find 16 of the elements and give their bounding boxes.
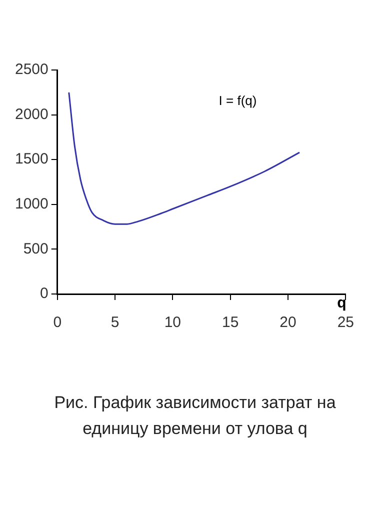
y-tick-label: 0 — [40, 285, 48, 302]
x-tick-label: 15 — [222, 314, 239, 332]
line-series — [68, 92, 300, 225]
y-tick-label: 2500 — [14, 61, 48, 78]
annotation: I = f(q) — [218, 92, 257, 108]
x-tick-label: 10 — [164, 314, 182, 332]
text: Рис. График зависимости затрат на единицу времени от улова q — [53, 392, 337, 440]
x-tick-label: 5 — [110, 314, 120, 332]
x-tick-label: 20 — [280, 314, 296, 332]
y-tick-label: 1500 — [14, 150, 48, 168]
x-tick-label: 25 — [337, 314, 354, 332]
x-tick-label: 0 — [53, 314, 62, 332]
y-tick-label: 2000 — [14, 106, 48, 123]
y-tick-label: 500 — [23, 240, 48, 258]
y-tick-label: 1000 — [14, 196, 48, 213]
x-axis-title: q — [337, 294, 346, 312]
